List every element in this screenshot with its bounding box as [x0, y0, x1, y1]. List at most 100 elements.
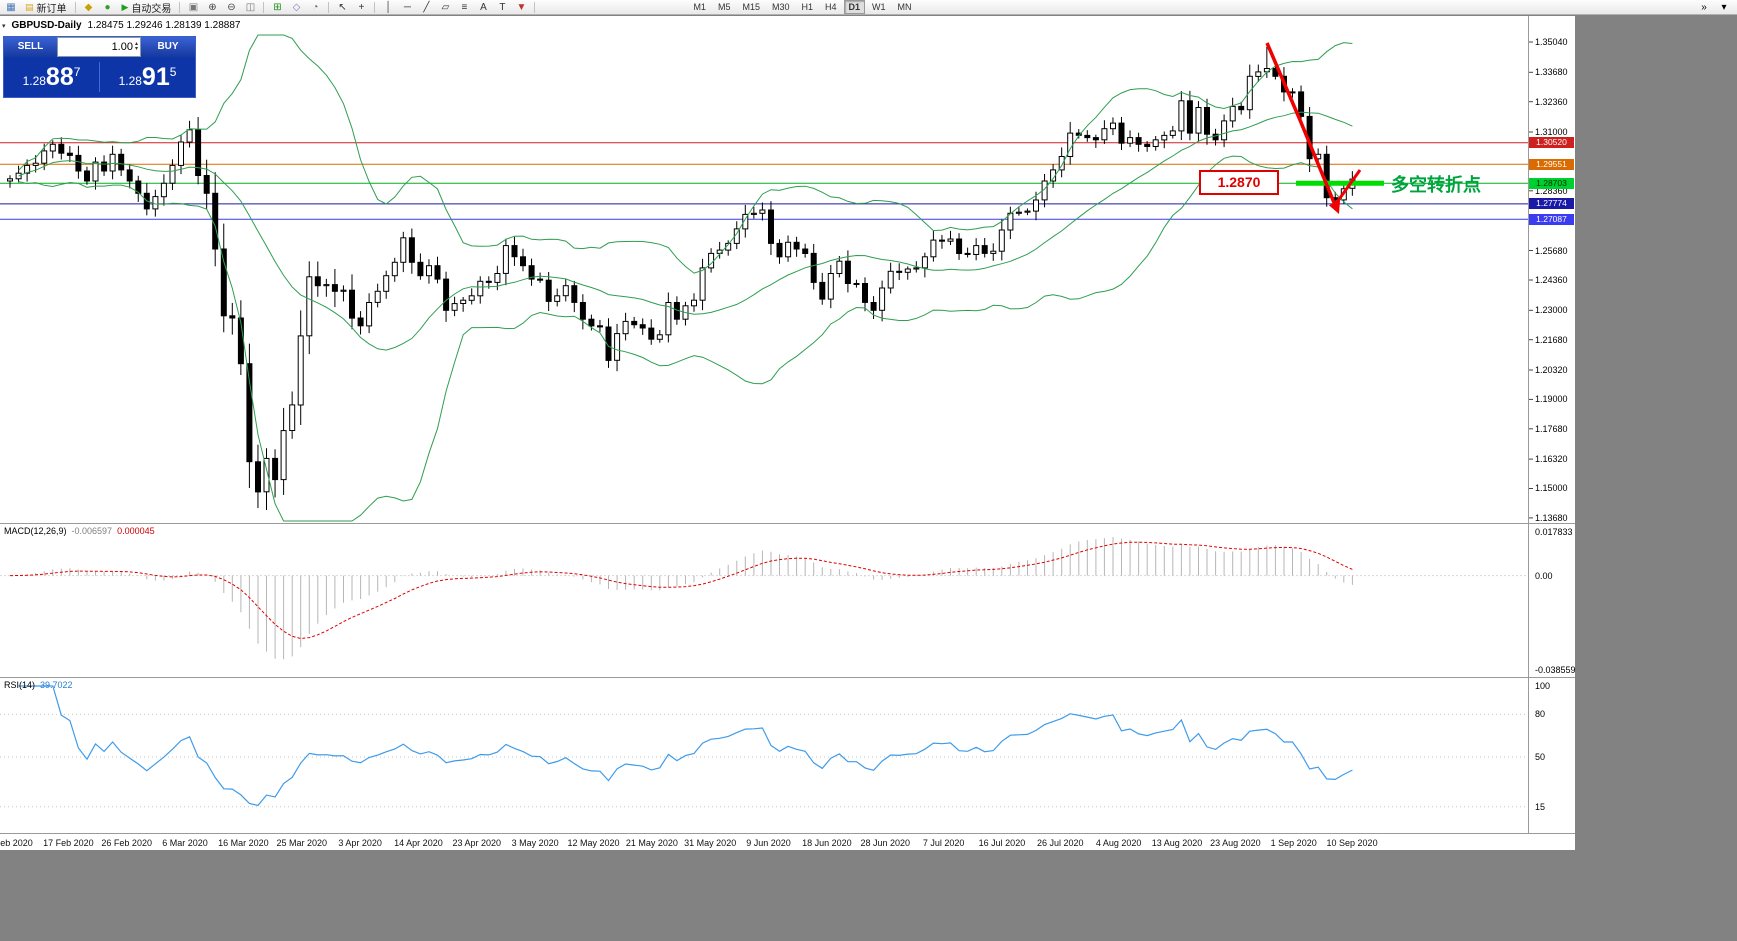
toolbar-separator — [179, 1, 181, 13]
price-tick-label: 1.19000 — [1535, 394, 1568, 405]
buy-price-sup: 5 — [169, 64, 177, 79]
price-tick-label: 1.32360 — [1535, 96, 1568, 107]
timeframe-mn[interactable]: MN — [897, 2, 912, 12]
date-label: 21 May 2020 — [625, 838, 678, 848]
chart-canvas[interactable] — [0, 16, 1575, 850]
timeframe-m1[interactable]: M1 — [693, 2, 706, 12]
experts-icon[interactable]: ● — [99, 0, 117, 15]
price-annotation-box[interactable]: 1.2870 — [1199, 170, 1279, 195]
tile-windows-icon[interactable]: ▣ — [184, 0, 202, 15]
toolbar-separator — [328, 1, 330, 13]
autotrading-button[interactable]: ▶ 自动交易 — [118, 1, 176, 15]
fibonacci-icon-glyph: ≡ — [461, 1, 468, 13]
volume-field[interactable]: 1.00 ▴ ▾ — [57, 37, 141, 57]
sell-button[interactable]: SELL — [4, 37, 57, 57]
timeframe-h4[interactable]: H4 — [825, 2, 837, 12]
profiles-icon[interactable]: ◆ — [80, 0, 98, 15]
new-chart-icon[interactable]: ▦ — [2, 0, 20, 15]
sell-price[interactable]: 1.28887 — [4, 63, 99, 92]
chart-window[interactable]: ▾ GBPUSD-Daily 1.28475 1.29246 1.28139 1… — [0, 16, 1575, 850]
trendline-icon[interactable]: ╱ — [417, 0, 435, 15]
horizontal-line-icon[interactable]: ─ — [398, 0, 416, 15]
price-scale-separator — [1528, 16, 1529, 850]
indicators-icon[interactable]: ⊞ — [268, 0, 286, 15]
price-level-badge: 1.27087 — [1529, 213, 1574, 225]
macd-scale-label: -0.038559 — [1535, 665, 1575, 675]
fibonacci-icon[interactable]: ≡ — [455, 0, 473, 15]
vertical-line-icon[interactable]: │ — [379, 0, 397, 15]
price-level-badge: 1.29551 — [1529, 158, 1574, 170]
auto-arrange-icon[interactable]: ◫ — [241, 0, 259, 15]
zoom-in-icon[interactable]: ⊕ — [203, 0, 221, 15]
rsi-scale-label: 100 — [1535, 681, 1551, 691]
date-label: 28 Jun 2020 — [860, 838, 911, 848]
price-tick-label: 1.35040 — [1535, 37, 1568, 47]
zoom-out-icon-glyph: ⊖ — [227, 1, 236, 13]
cursor-icon-glyph: ↖ — [338, 1, 347, 13]
stepper-up-icon[interactable]: ▴ — [134, 41, 138, 47]
rsi-scale-label: 50 — [1535, 752, 1546, 762]
timeframe-group: M1 M5 M15 M30 H1 H4 D1 W1 MN — [688, 0, 916, 14]
crosshair-icon[interactable]: + — [352, 0, 370, 15]
cursor-icon[interactable]: ↖ — [333, 0, 351, 15]
new-order-button[interactable]: ▤ 新订单 — [21, 1, 71, 15]
volume-stepper[interactable]: ▴ ▾ — [134, 41, 138, 52]
label-icon[interactable]: T — [493, 0, 511, 15]
zoom-out-icon[interactable]: ⊖ — [222, 0, 240, 15]
date-label: 7 Jul 2020 — [922, 838, 965, 848]
price-level-badge: 1.28703 — [1529, 177, 1574, 189]
toolbar-right: » ▾ — [1695, 0, 1733, 15]
date-label: 18 Jun 2020 — [802, 838, 852, 848]
macd-main-value: -0.006597 — [71, 526, 113, 536]
panel-separator[interactable] — [0, 523, 1575, 524]
chart-title: ▾ GBPUSD-Daily 1.28475 1.29246 1.28139 1… — [2, 20, 240, 31]
trendline-icon-glyph: ╱ — [423, 1, 430, 13]
panel-separator — [0, 833, 1575, 834]
channel-icon[interactable]: ▱ — [436, 0, 454, 15]
tile-windows-icon-glyph: ▣ — [188, 1, 199, 13]
date-label: 31 May 2020 — [684, 838, 737, 848]
sell-price-prefix: 1.28 — [22, 73, 46, 88]
toolbar-overflow-icon[interactable]: » — [1701, 1, 1707, 13]
timeframe-d1[interactable]: D1 — [843, 0, 866, 14]
date-label: 3 May 2020 — [511, 838, 559, 848]
stepper-down-icon[interactable]: ▾ — [134, 46, 138, 52]
vertical-line-icon-glyph: │ — [385, 1, 392, 13]
volume-value: 1.00 — [111, 41, 133, 53]
text-icon[interactable]: A — [474, 0, 492, 15]
timeframe-m30[interactable]: M30 — [771, 2, 790, 12]
autotrading-glyph: ▶ — [121, 1, 129, 12]
turning-point-label[interactable]: 多空转折点 — [1391, 175, 1481, 195]
price-level-badge: 1.27774 — [1529, 198, 1574, 210]
toolbar-separator — [534, 1, 536, 13]
oneclick-collapse-icon[interactable]: ▾ — [2, 22, 6, 30]
macd-scale-label: 0.00 — [1535, 570, 1553, 581]
date-label: 26 Jul 2020 — [1037, 838, 1084, 848]
price-tick-label: 1.25680 — [1535, 245, 1568, 256]
timeframe-h1[interactable]: H1 — [801, 2, 814, 12]
chart-title-ohlc: 1.28475 1.29246 1.28139 1.28887 — [87, 20, 241, 31]
date-axis[interactable]: 7 Feb 2020 17 Feb 2020 26 Feb 2020 6 Mar 20… — [0, 834, 1529, 850]
timeframe-m5[interactable]: M5 — [717, 2, 731, 12]
panel-separator[interactable] — [0, 677, 1575, 678]
toolbar-items: ▦ ▤ 新订单 ◆ ● ▶ 自动交易 ▣ ⊕ ⊖ ◫ ⊞ ◇ ◔ ↖ + │ ─ ╱ ▱ ≡ A T ▼ — [2, 0, 538, 15]
period-clock-icon[interactable]: ◔ — [306, 0, 324, 15]
buy-price[interactable]: 1.28915 — [100, 63, 195, 92]
price-tick-label: 1.15000 — [1535, 483, 1568, 494]
objects-icon-glyph: ◇ — [292, 1, 301, 13]
toolbar-options-icon[interactable]: ▾ — [1721, 1, 1727, 13]
rsi-scale-label: 80 — [1535, 709, 1546, 720]
buy-button[interactable]: BUY — [141, 37, 195, 57]
price-scale[interactable]: 1.35040 1.33680 1.32360 1.31000 1.28360 1.256… — [1528, 16, 1575, 850]
date-label: 23 Aug 2020 — [1210, 838, 1261, 848]
date-label: 17 Feb 2020 — [43, 838, 94, 848]
one-click-trading-panel: SELL 1.00 ▴ ▾ BUY 1.28887 1.28915 — [3, 36, 196, 98]
timeframe-w1[interactable]: W1 — [872, 2, 886, 12]
arrows-icon[interactable]: ▼ — [512, 0, 530, 15]
auto-arrange-icon-glyph: ◫ — [245, 1, 256, 13]
timeframe-m15[interactable]: M15 — [742, 2, 760, 12]
date-label: 12 May 2020 — [567, 838, 620, 848]
objects-icon[interactable]: ◇ — [287, 0, 305, 15]
experts-icon-glyph: ● — [104, 1, 111, 13]
